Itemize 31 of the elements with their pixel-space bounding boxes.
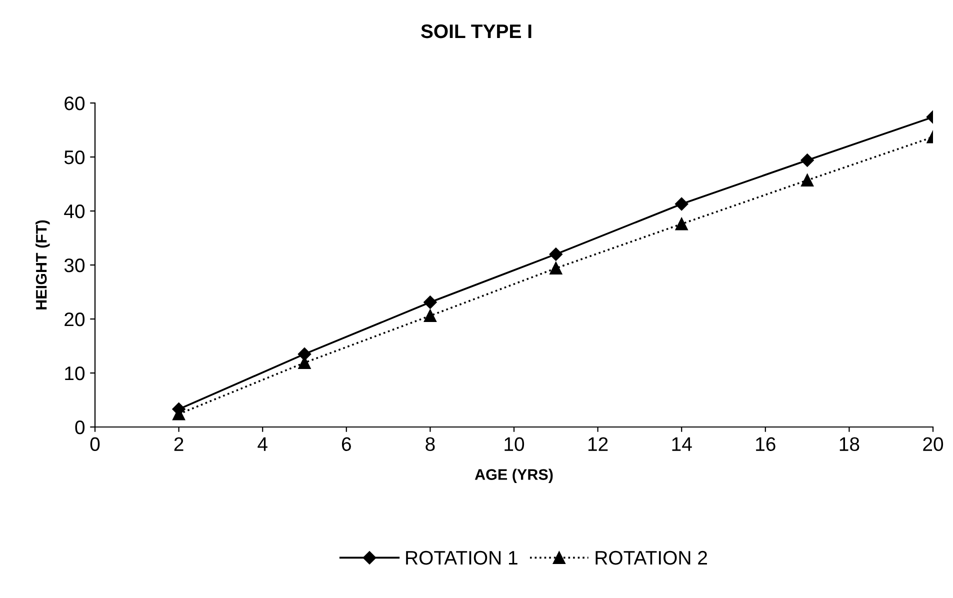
x-tick-label: 4 bbox=[258, 437, 268, 451]
point bbox=[424, 310, 436, 322]
point bbox=[549, 248, 562, 261]
x-tick-label: 12 bbox=[588, 437, 608, 451]
x-tick-label: 8 bbox=[426, 437, 435, 452]
y-axis-title: HEIGHT (FT) bbox=[36, 220, 50, 310]
y-tick-label: 10 bbox=[65, 366, 85, 380]
point bbox=[424, 296, 437, 309]
x-tick-label: 10 bbox=[504, 437, 524, 452]
x-tick-label: 18 bbox=[840, 437, 860, 452]
legend-label: ROTATION 1 bbox=[406, 550, 518, 565]
y-tick-label: 0 bbox=[75, 420, 85, 434]
y-tick-label: 30 bbox=[64, 258, 85, 272]
x-tick-label: 6 bbox=[342, 437, 351, 452]
x-tick-label: 2 bbox=[174, 437, 184, 451]
chart-title: SOIL TYPE I bbox=[421, 24, 532, 38]
y-tick-label: 60 bbox=[64, 96, 85, 110]
point bbox=[675, 197, 688, 211]
y-tick-label: 50 bbox=[64, 150, 85, 164]
point bbox=[675, 218, 688, 230]
y-tick-label: 40 bbox=[64, 204, 85, 218]
point bbox=[801, 174, 814, 186]
x-tick-label: 0 bbox=[90, 437, 100, 452]
x-tick-label: 20 bbox=[923, 437, 944, 452]
y-tick-label: 20 bbox=[64, 312, 85, 326]
x-tick-label: 16 bbox=[756, 437, 776, 452]
x-axis-title: AGE (YRS) bbox=[474, 468, 553, 483]
legend-label: ROTATION 2 bbox=[596, 550, 707, 565]
point bbox=[550, 262, 562, 274]
point bbox=[800, 154, 814, 167]
x-tick-label: 14 bbox=[672, 437, 692, 451]
